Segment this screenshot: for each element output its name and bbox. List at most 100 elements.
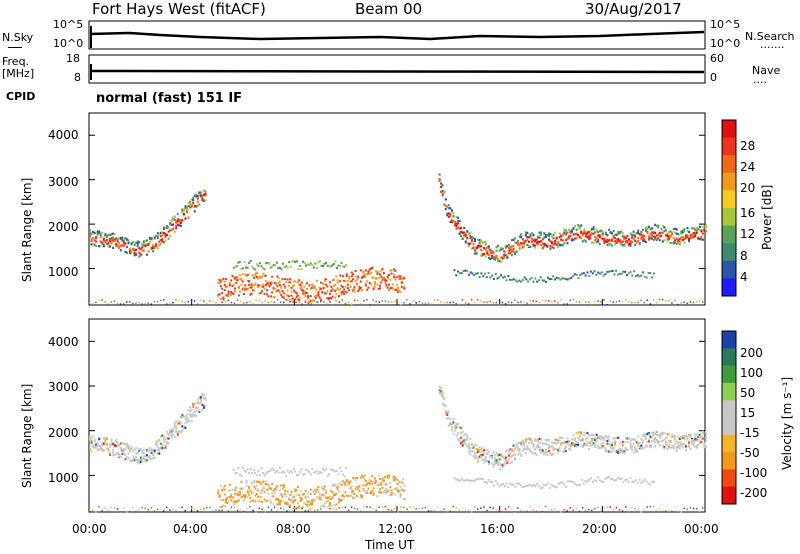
power-echo-cell	[162, 227, 165, 231]
power-echo-cell	[652, 238, 655, 242]
power-echo-cell	[441, 194, 444, 197]
velocity-groundscatter-cell	[246, 495, 249, 498]
power-echo-cell	[487, 245, 490, 248]
power-echo-cell	[526, 231, 529, 235]
velocity-noise-cell	[390, 509, 393, 511]
power-echo-cell	[566, 231, 569, 234]
power-groundscatter-cell	[362, 271, 365, 274]
power-echo-cell	[115, 244, 118, 248]
power-echo-cell	[532, 239, 535, 242]
power-groundscatter-cell	[218, 293, 221, 296]
power-groundscatter-cell	[305, 287, 308, 290]
power-groundscatter-cell	[257, 277, 260, 280]
power-echo-cell	[694, 234, 697, 238]
power-groundscatter-cell	[364, 282, 367, 285]
velocity-noise-cell	[298, 507, 300, 510]
velocity-echo-cell	[525, 485, 528, 488]
velocity-echo-cell	[581, 437, 584, 440]
power-echo-cell	[606, 243, 609, 247]
velocity-groundscatter-cell	[303, 493, 306, 496]
power-echo-cell	[268, 262, 271, 265]
power-groundscatter-cell	[294, 291, 297, 294]
power-groundscatter-cell	[296, 281, 299, 284]
power-echo-cell	[156, 247, 159, 250]
velocity-echo-cell	[649, 435, 652, 438]
power-noise-cell	[501, 301, 504, 304]
velocity-echo-cell	[515, 445, 518, 448]
velocity-echo-cell	[96, 449, 99, 452]
power-echo-cell	[195, 193, 198, 196]
velocity-echo-cell	[526, 446, 529, 450]
velocity-echo-cell	[621, 451, 624, 454]
velocity-echo-cell	[590, 477, 593, 480]
power-noise-cell	[686, 302, 689, 305]
power-noise-cell	[677, 303, 679, 306]
velocity-echo-cell	[469, 437, 472, 441]
power-echo-cell	[181, 211, 184, 214]
power-echo-cell	[492, 255, 495, 259]
power-echo-cell	[486, 246, 489, 249]
power-groundscatter-cell	[395, 288, 398, 291]
velocity-noise-cell	[646, 506, 648, 508]
power-echo-cell	[480, 254, 483, 257]
velocity-echo-cell	[95, 443, 98, 446]
velocity-noise-cell	[295, 507, 297, 510]
power-echo-cell	[530, 240, 533, 243]
power-echo-cell	[133, 249, 136, 252]
velocity-echo-cell	[173, 435, 176, 439]
velocity-echo-cell	[116, 444, 119, 448]
velocity-echo-cell	[474, 457, 476, 460]
power-echo-cell	[496, 277, 499, 280]
velocity-groundscatter-cell	[349, 487, 352, 490]
velocity-echo-cell	[461, 440, 464, 443]
power-groundscatter-cell	[395, 283, 398, 286]
velocity-groundscatter-cell	[313, 492, 316, 495]
velocity-echo-cell	[112, 454, 115, 457]
power-groundscatter-cell	[343, 293, 346, 296]
velocity-echo-cell	[589, 440, 592, 443]
power-echo-cell	[149, 236, 152, 240]
velocity-echo-cell	[202, 406, 205, 409]
power-echo-cell	[583, 239, 586, 242]
velocity-echo-cell	[591, 481, 594, 484]
power-groundscatter-cell	[344, 280, 347, 283]
velocity-echo-cell	[577, 443, 580, 446]
velocity-noise-cell	[464, 508, 467, 511]
velocity-echo-cell	[138, 459, 141, 462]
power-noise-cell	[489, 300, 491, 303]
power-echo-cell	[272, 264, 275, 267]
velocity-noise-cell	[202, 507, 205, 510]
power-echo-cell	[198, 193, 201, 196]
power-echo-cell	[692, 231, 695, 235]
power-groundscatter-cell	[353, 287, 356, 290]
power-echo-cell	[537, 240, 540, 244]
velocity-groundscatter-cell	[232, 496, 235, 499]
velocity-echo-cell	[664, 440, 667, 444]
power-echo-cell	[498, 259, 501, 263]
power-noise-cell	[474, 301, 476, 304]
velocity-echo-cell	[497, 460, 500, 464]
velocity-echo-cell	[527, 441, 530, 445]
power-echo-cell	[615, 269, 618, 272]
power-echo-cell	[266, 261, 269, 264]
velocity-echo-cell	[135, 458, 138, 461]
power-groundscatter-cell	[313, 287, 316, 290]
power-echo-cell	[547, 234, 550, 238]
velocity-echo-cell	[198, 396, 201, 399]
power-groundscatter-cell	[349, 280, 352, 283]
velocity-echo-cell	[536, 482, 539, 485]
velocity-echo-cell	[558, 447, 561, 450]
power-groundscatter-cell	[379, 287, 382, 290]
power-groundscatter-cell	[317, 291, 320, 294]
power-echo-cell	[483, 240, 486, 244]
velocity-echo-cell	[601, 444, 604, 448]
velocity-groundscatter-cell	[294, 499, 297, 502]
power-echo-cell	[490, 254, 493, 257]
velocity-echo-cell	[176, 431, 179, 434]
power-echo-cell	[116, 240, 119, 243]
power-echo-cell	[466, 241, 469, 245]
power-groundscatter-cell	[235, 281, 238, 284]
xtick-2400: 00:00	[684, 522, 719, 536]
velocity-echo-cell	[501, 482, 504, 485]
power-echo-cell	[528, 278, 531, 281]
